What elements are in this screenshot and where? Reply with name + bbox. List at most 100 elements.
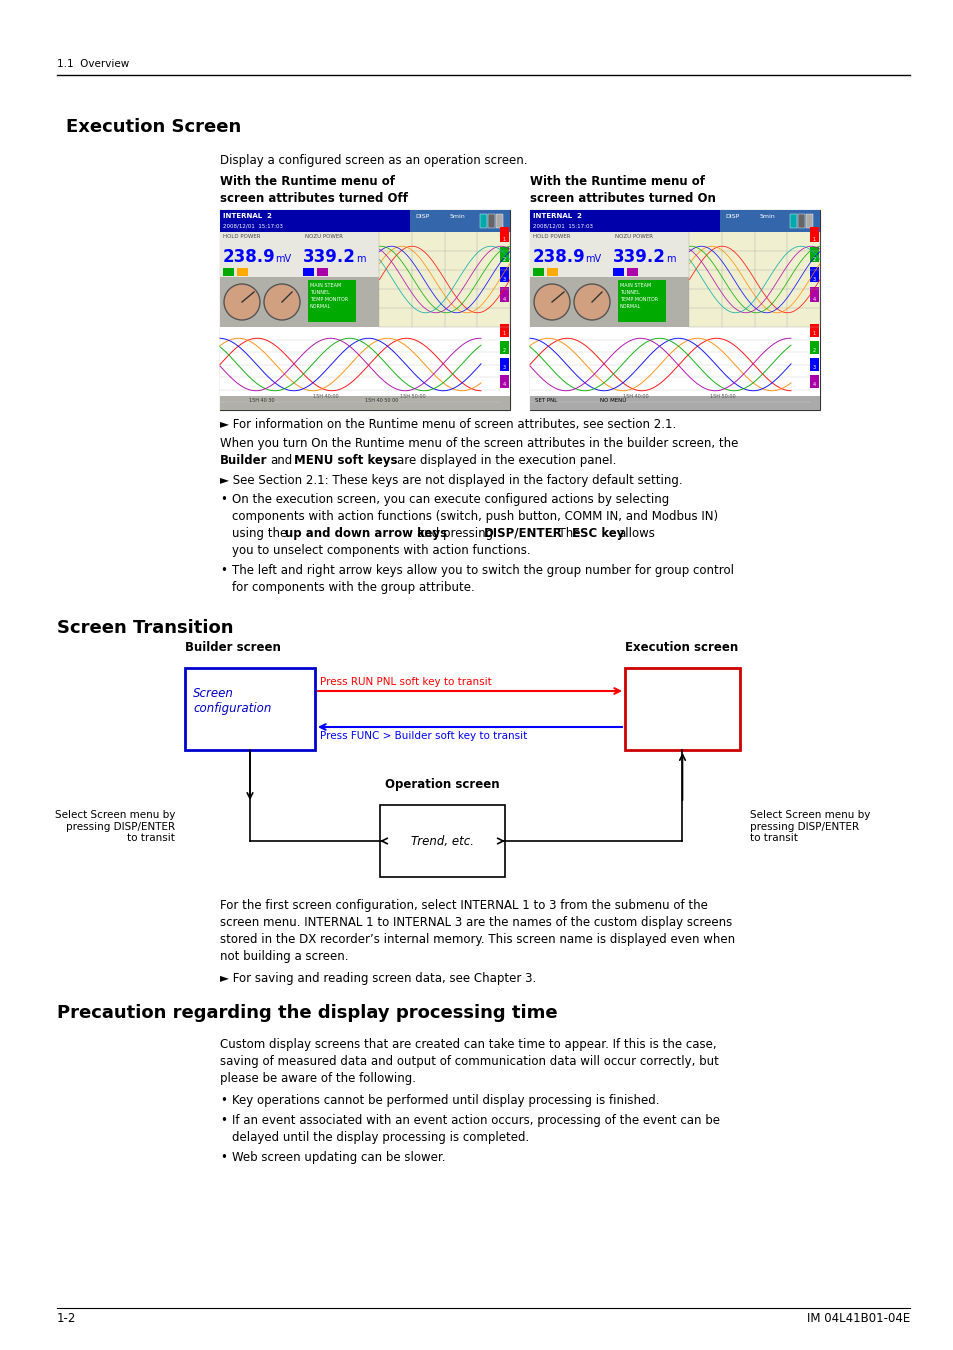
Text: 1: 1 (502, 238, 505, 242)
Text: saving of measured data and output of communication data will occur correctly, b: saving of measured data and output of co… (220, 1054, 719, 1068)
Text: The left and right arrow keys allow you to switch the group number for group con: The left and right arrow keys allow you … (232, 564, 733, 576)
Bar (236, 269, 248, 275)
Text: •: • (220, 493, 227, 506)
Text: stored in the DX recorder’s internal memory. This screen name is displayed even : stored in the DX recorder’s internal mem… (220, 933, 735, 946)
Bar (499, 288, 509, 302)
Text: On the execution screen, you can execute configured actions by selecting: On the execution screen, you can execute… (232, 493, 669, 506)
Text: Select Screen menu by
pressing DISP/ENTER
to transit: Select Screen menu by pressing DISP/ENTE… (749, 810, 869, 844)
Circle shape (264, 284, 299, 320)
Text: SET PNL: SET PNL (535, 398, 557, 404)
Bar (220, 232, 379, 327)
Text: 2: 2 (502, 256, 505, 262)
Text: INTERNAL  2: INTERNAL 2 (223, 213, 272, 219)
Text: Key operations cannot be performed until display processing is finished.: Key operations cannot be performed until… (232, 1094, 659, 1107)
Bar (379, 232, 510, 327)
Text: DISP/ENTER: DISP/ENTER (483, 526, 562, 540)
Text: For the first screen configuration, select INTERNAL 1 to 3 from the submenu of t: For the first screen configuration, sele… (220, 899, 707, 913)
Bar (220, 211, 510, 410)
Text: HOLD POWER: HOLD POWER (223, 234, 260, 239)
Text: 15H 40:00: 15H 40:00 (622, 394, 648, 400)
Text: please be aware of the following.: please be aware of the following. (220, 1072, 416, 1085)
Text: . The: . The (551, 526, 579, 540)
Bar (499, 358, 509, 371)
Text: TUNNEL: TUNNEL (310, 290, 330, 296)
Text: 15H 40 50 00: 15H 40 50 00 (365, 398, 397, 404)
Text: screen menu. INTERNAL 1 to INTERNAL 3 are the names of the custom display screen: screen menu. INTERNAL 1 to INTERNAL 3 ar… (220, 917, 732, 929)
Text: Press FUNC > Builder soft key to transit: Press FUNC > Builder soft key to transit (319, 730, 527, 741)
Text: 4: 4 (502, 382, 505, 387)
Text: HOLD POWER: HOLD POWER (533, 234, 570, 239)
Text: •: • (220, 564, 227, 576)
Bar (496, 215, 502, 228)
Text: 3: 3 (812, 277, 815, 282)
Text: Builder: Builder (220, 454, 267, 467)
Text: When you turn On the Runtime menu of the screen attributes in the builder screen: When you turn On the Runtime menu of the… (220, 437, 738, 450)
Text: Press RUN PNL soft key to transit: Press RUN PNL soft key to transit (319, 676, 491, 687)
Bar (530, 211, 820, 232)
Bar (316, 269, 328, 275)
Text: 15H 40:00: 15H 40:00 (313, 394, 338, 400)
Text: ► See Section 2.1: These keys are not displayed in the factory default setting.: ► See Section 2.1: These keys are not di… (220, 474, 682, 487)
Text: DISP: DISP (415, 215, 429, 219)
Circle shape (534, 284, 569, 320)
Text: Select Screen menu by
pressing DISP/ENTER
to transit: Select Screen menu by pressing DISP/ENTE… (54, 810, 174, 844)
Text: 238.9: 238.9 (533, 248, 585, 266)
Text: With the Runtime menu of: With the Runtime menu of (220, 176, 395, 188)
Bar (530, 277, 689, 327)
Bar (809, 375, 818, 387)
Text: INTERNAL  2: INTERNAL 2 (533, 213, 581, 219)
Text: 2: 2 (812, 348, 815, 352)
Text: screen attributes turned Off: screen attributes turned Off (220, 192, 408, 205)
Bar (308, 279, 355, 323)
Text: 15H 50:00: 15H 50:00 (399, 394, 425, 400)
Text: mV: mV (274, 254, 291, 265)
Bar (185, 668, 314, 751)
Bar (809, 227, 818, 242)
Circle shape (224, 284, 260, 320)
Bar (809, 358, 818, 371)
Text: 2008/12/01  15:17:03: 2008/12/01 15:17:03 (223, 223, 283, 228)
Text: you to unselect components with action functions.: you to unselect components with action f… (232, 544, 530, 558)
Bar (626, 269, 638, 275)
Text: not building a screen.: not building a screen. (220, 950, 348, 963)
Bar (530, 396, 820, 410)
Text: 339.2: 339.2 (613, 248, 665, 266)
Bar (479, 215, 486, 228)
Text: •: • (220, 1152, 227, 1164)
Bar (499, 247, 509, 262)
Text: 1: 1 (812, 331, 815, 336)
Text: TUNNEL: TUNNEL (619, 290, 639, 296)
Bar (720, 211, 820, 232)
Text: TEMP MONITOR: TEMP MONITOR (619, 297, 658, 302)
Text: 339.2: 339.2 (303, 248, 355, 266)
Text: Custom display screens that are created can take time to appear. If this is the : Custom display screens that are created … (220, 1038, 716, 1052)
Text: are displayed in the execution panel.: are displayed in the execution panel. (396, 454, 616, 467)
Bar (533, 269, 543, 275)
Text: 3: 3 (502, 364, 505, 370)
Text: Web screen updating can be slower.: Web screen updating can be slower. (232, 1152, 445, 1164)
Bar (797, 215, 804, 228)
Text: mV: mV (584, 254, 600, 265)
Bar (809, 267, 818, 282)
Text: components with action functions (switch, push button, COMM IN, and Modbus IN): components with action functions (switch… (232, 510, 718, 522)
Text: Execution Screen: Execution Screen (66, 117, 241, 136)
Text: 5min: 5min (760, 215, 775, 219)
Bar (809, 342, 818, 354)
Text: 2: 2 (502, 348, 505, 352)
Bar (618, 279, 665, 323)
Text: 15H 40 30: 15H 40 30 (249, 398, 274, 404)
Text: delayed until the display processing is completed.: delayed until the display processing is … (232, 1131, 529, 1143)
Bar (809, 288, 818, 302)
Bar (613, 269, 623, 275)
Text: Builder screen: Builder screen (185, 641, 280, 653)
Circle shape (574, 284, 609, 320)
Bar (499, 375, 509, 387)
Bar (379, 805, 504, 878)
Bar (220, 277, 379, 327)
Text: Operation screen: Operation screen (385, 778, 499, 791)
Text: If an event associated with an event action occurs, processing of the event can : If an event associated with an event act… (232, 1114, 720, 1127)
Text: ESC key: ESC key (572, 526, 623, 540)
Bar (530, 327, 820, 402)
Text: ► For saving and reading screen data, see Chapter 3.: ► For saving and reading screen data, se… (220, 972, 536, 986)
Text: and pressing: and pressing (416, 526, 493, 540)
